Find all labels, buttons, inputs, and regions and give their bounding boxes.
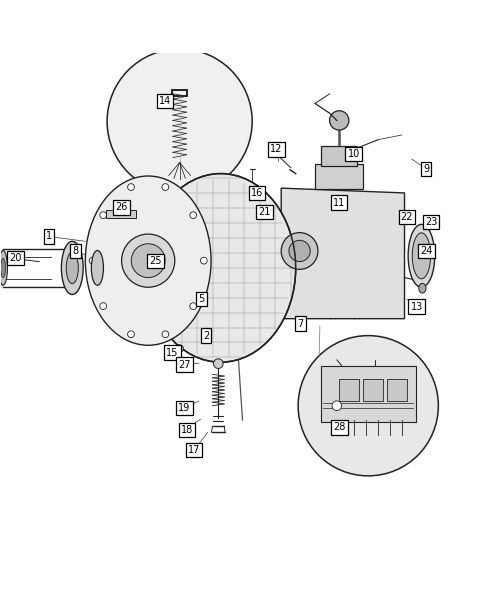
Text: 1: 1 <box>46 231 52 241</box>
FancyBboxPatch shape <box>338 379 358 401</box>
Ellipse shape <box>61 241 83 294</box>
Text: 16: 16 <box>250 188 263 198</box>
Circle shape <box>127 184 134 190</box>
Text: 26: 26 <box>115 203 127 213</box>
Text: 20: 20 <box>9 253 21 263</box>
Ellipse shape <box>411 233 430 279</box>
Text: 21: 21 <box>257 207 270 217</box>
Circle shape <box>213 359 223 369</box>
Text: 5: 5 <box>198 294 204 305</box>
Circle shape <box>189 212 196 219</box>
Polygon shape <box>281 188 404 319</box>
Circle shape <box>100 303 106 309</box>
FancyBboxPatch shape <box>321 145 356 166</box>
Circle shape <box>89 257 96 264</box>
Circle shape <box>329 111 348 130</box>
Circle shape <box>298 336 438 476</box>
Ellipse shape <box>0 250 7 285</box>
FancyBboxPatch shape <box>106 210 136 217</box>
Text: 19: 19 <box>178 403 190 413</box>
FancyBboxPatch shape <box>362 379 382 401</box>
Text: 2: 2 <box>203 330 209 340</box>
FancyBboxPatch shape <box>320 366 415 422</box>
Text: 18: 18 <box>181 425 193 435</box>
FancyBboxPatch shape <box>386 379 407 401</box>
Text: 7: 7 <box>297 319 303 329</box>
Circle shape <box>189 303 196 309</box>
Ellipse shape <box>0 258 5 277</box>
Text: 8: 8 <box>73 246 78 256</box>
Text: 10: 10 <box>347 149 359 159</box>
Circle shape <box>288 240 310 262</box>
Text: 25: 25 <box>149 256 161 266</box>
Circle shape <box>131 244 165 277</box>
Text: 28: 28 <box>333 422 345 432</box>
Circle shape <box>107 49 252 194</box>
Text: 27: 27 <box>178 360 190 370</box>
FancyBboxPatch shape <box>315 164 363 189</box>
Text: 11: 11 <box>333 198 345 207</box>
Circle shape <box>175 345 183 353</box>
Circle shape <box>331 401 341 411</box>
Circle shape <box>162 184 168 190</box>
Ellipse shape <box>85 176 211 345</box>
Circle shape <box>100 212 106 219</box>
Circle shape <box>200 257 207 264</box>
Circle shape <box>121 234 174 287</box>
Ellipse shape <box>66 252 78 284</box>
Text: 22: 22 <box>400 212 412 222</box>
Ellipse shape <box>146 174 295 362</box>
Text: 23: 23 <box>424 217 437 227</box>
Text: 24: 24 <box>419 246 432 256</box>
Text: 13: 13 <box>409 302 422 312</box>
Circle shape <box>127 331 134 337</box>
Text: 14: 14 <box>159 96 171 106</box>
Ellipse shape <box>418 283 425 293</box>
Text: 17: 17 <box>188 445 200 455</box>
Circle shape <box>281 233 318 269</box>
Circle shape <box>162 331 168 337</box>
Ellipse shape <box>91 250 103 285</box>
Text: 9: 9 <box>423 164 428 174</box>
Text: 12: 12 <box>270 144 282 154</box>
Ellipse shape <box>408 224 434 287</box>
Text: 15: 15 <box>166 348 178 358</box>
